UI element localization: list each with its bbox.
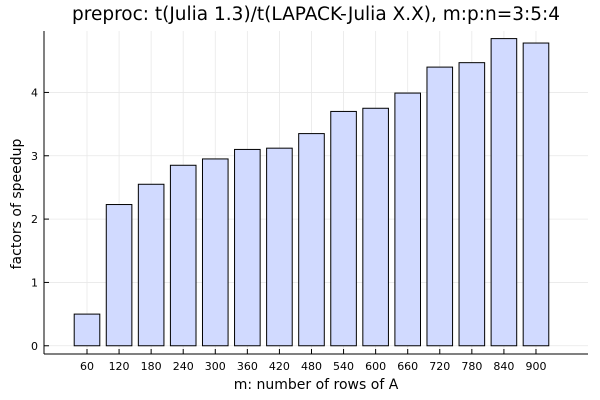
bar-600 [362,107,389,347]
bar-120 [105,204,133,347]
bar-480 [298,133,325,347]
bar-780 [458,62,486,347]
x-axis-ticks: 60 120 180 240 300 360 420 480 540 600 660 720 780 84… [80,349,546,373]
x-tick-label: 120 [109,360,130,373]
y-tick-label: 4 [31,86,38,99]
x-tick-label: 360 [237,360,258,373]
bar-180 [137,183,165,347]
bar-720 [426,66,454,347]
bars [73,38,550,347]
y-axis-label: factors of speedup [9,139,25,270]
x-tick-label: 660 [397,360,418,373]
y-tick-label: 0 [31,340,38,353]
x-tick-label: 60 [80,360,94,373]
bar-360 [234,148,261,347]
x-tick-label: 480 [301,360,322,373]
x-tick-label: 780 [461,360,482,373]
y-axis-ticks: 0 1 2 3 4 [31,86,49,353]
x-tick-label: 300 [205,360,226,373]
y-tick-label: 2 [31,213,38,226]
y-tick-label: 3 [31,150,38,163]
x-tick-label: 240 [173,360,194,373]
bar-540 [330,110,357,347]
x-tick-label: 420 [269,360,290,373]
bar-660 [394,92,421,347]
bar-300 [201,158,229,347]
bar-420 [266,147,293,347]
x-axis-label: m: number of rows of A [234,377,399,393]
chart-title: preproc: t(Julia 1.3)/t(LAPACK-Julia X.X… [72,4,560,25]
y-tick-label: 1 [31,276,38,289]
x-tick-label: 720 [429,360,450,373]
x-tick-label: 600 [365,360,386,373]
x-tick-label: 540 [333,360,354,373]
bar-900 [522,42,550,347]
bar-240 [169,164,197,347]
x-tick-label: 180 [141,360,162,373]
bar-840 [490,38,518,347]
bar-60 [73,313,101,347]
x-tick-label: 840 [493,360,514,373]
x-tick-label: 900 [525,360,546,373]
